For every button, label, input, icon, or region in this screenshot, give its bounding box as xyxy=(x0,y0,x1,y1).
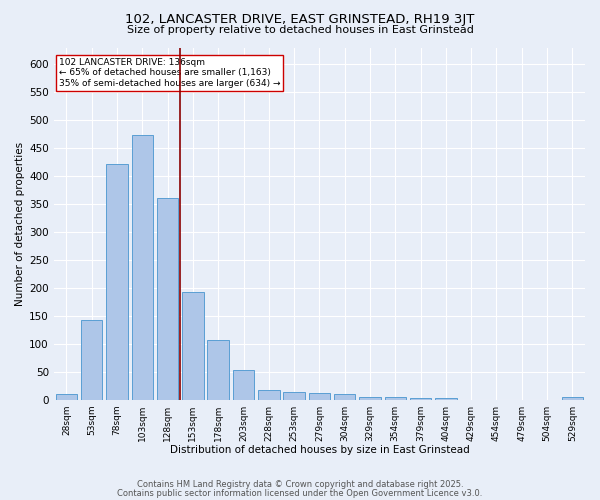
Bar xyxy=(131,135,153,400)
Bar xyxy=(283,392,305,400)
Bar xyxy=(157,198,178,400)
Bar xyxy=(334,394,355,400)
Text: 102 LANCASTER DRIVE: 136sqm
← 65% of detached houses are smaller (1,163)
35% of : 102 LANCASTER DRIVE: 136sqm ← 65% of det… xyxy=(59,58,281,88)
Bar xyxy=(56,394,77,400)
Bar xyxy=(208,340,229,400)
Text: 102, LANCASTER DRIVE, EAST GRINSTEAD, RH19 3JT: 102, LANCASTER DRIVE, EAST GRINSTEAD, RH… xyxy=(125,12,475,26)
Y-axis label: Number of detached properties: Number of detached properties xyxy=(15,142,25,306)
Text: Contains HM Land Registry data © Crown copyright and database right 2025.: Contains HM Land Registry data © Crown c… xyxy=(137,480,463,489)
Bar xyxy=(410,398,431,400)
Bar xyxy=(308,394,330,400)
Bar xyxy=(233,370,254,400)
Bar xyxy=(385,397,406,400)
Bar xyxy=(359,397,381,400)
X-axis label: Distribution of detached houses by size in East Grinstead: Distribution of detached houses by size … xyxy=(170,445,469,455)
Bar xyxy=(562,398,583,400)
Text: Contains public sector information licensed under the Open Government Licence v3: Contains public sector information licen… xyxy=(118,488,482,498)
Text: Size of property relative to detached houses in East Grinstead: Size of property relative to detached ho… xyxy=(127,25,473,35)
Bar xyxy=(106,164,128,400)
Bar xyxy=(182,292,203,400)
Bar xyxy=(258,390,280,400)
Bar xyxy=(81,320,103,400)
Bar xyxy=(435,398,457,400)
